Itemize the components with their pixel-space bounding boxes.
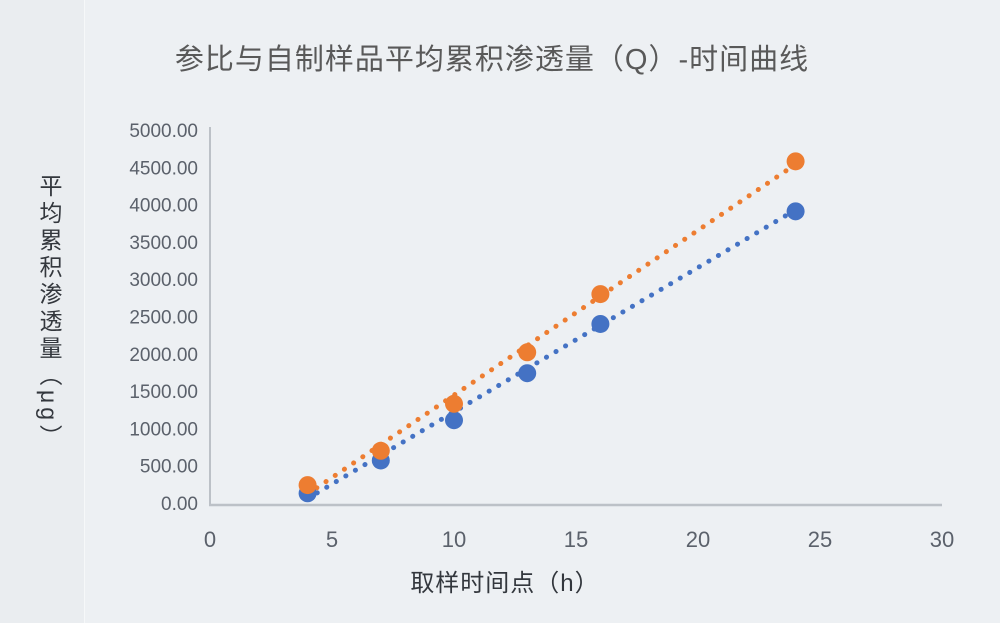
x-axis-tick-label: 20 bbox=[686, 527, 710, 552]
chart-title: 参比与自制样品平均累积渗透量（Q）-时间曲线 bbox=[174, 44, 810, 76]
y-axis-tick-label: 4000.00 bbox=[129, 196, 198, 217]
y-axis-tick-label: 5000.00 bbox=[129, 121, 198, 142]
y-axis-tick-label: 500.00 bbox=[140, 457, 198, 478]
data-point-orange bbox=[371, 441, 390, 460]
y-axis-tick-label: 0.00 bbox=[161, 494, 198, 515]
x-axis-title: 取样时间点（h） bbox=[410, 570, 600, 597]
x-axis-tick-label: 25 bbox=[808, 527, 832, 552]
data-point-blue bbox=[591, 314, 610, 333]
x-axis-tick-label: 0 bbox=[204, 527, 216, 552]
data-point-blue bbox=[786, 202, 805, 221]
chart-background bbox=[85, 0, 1000, 623]
y-axis-tick-label: 1500.00 bbox=[129, 382, 198, 403]
data-point-blue bbox=[445, 411, 463, 430]
x-axis-tick-label: 30 bbox=[930, 527, 954, 552]
y-axis-tick-label: 1000.00 bbox=[129, 419, 198, 440]
data-point-orange bbox=[445, 394, 463, 413]
x-axis-tick-label: 5 bbox=[326, 527, 338, 552]
data-point-orange bbox=[591, 285, 610, 304]
data-point-orange bbox=[518, 343, 537, 362]
y-axis-tick-label: 3000.00 bbox=[129, 270, 198, 291]
data-point-orange bbox=[786, 152, 805, 171]
y-axis-title: 平均累积渗透量（μg） bbox=[36, 174, 62, 452]
y-axis-tick-label: 3500.00 bbox=[129, 233, 198, 254]
y-axis-tick-label: 2000.00 bbox=[129, 345, 198, 366]
trendline-orange bbox=[305, 161, 799, 497]
sheet-gridline bbox=[84, 0, 85, 623]
y-axis-tick-label: 2500.00 bbox=[129, 308, 198, 329]
y-axis-tick-label: 4500.00 bbox=[129, 158, 198, 179]
x-axis-tick-label: 10 bbox=[442, 527, 466, 552]
x-axis-tick-label: 15 bbox=[564, 527, 588, 552]
data-point-blue bbox=[518, 364, 537, 383]
data-point-orange bbox=[298, 476, 317, 495]
